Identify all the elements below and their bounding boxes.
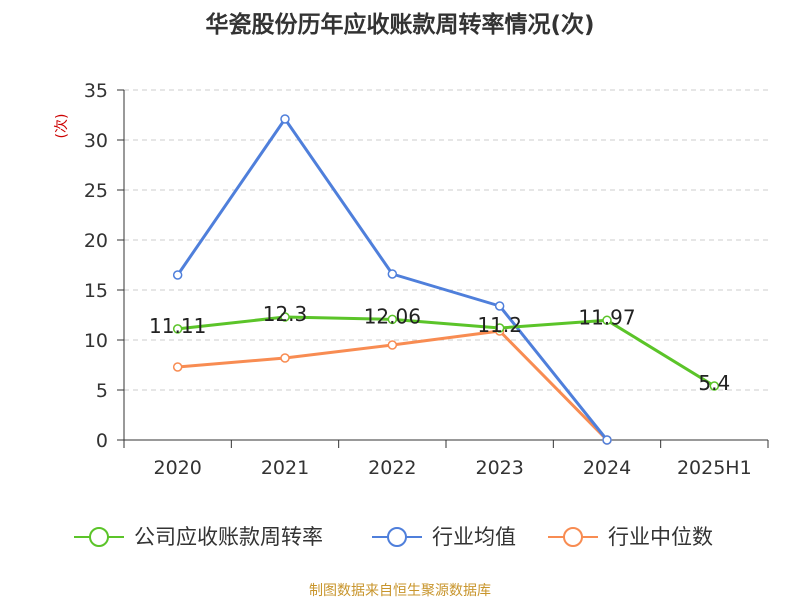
x-tick-label: 2025H1	[677, 457, 752, 479]
y-tick-label: 15	[84, 280, 108, 302]
data-point	[709, 381, 720, 391]
data-label: 12.06	[364, 304, 421, 328]
chart-title: 华瓷股份历年应收账款周转率情况(次)	[205, 11, 594, 38]
legend-marker	[89, 527, 109, 547]
legend-marker	[387, 527, 407, 547]
x-tick-label: 2024	[583, 457, 631, 479]
legend-marker	[563, 527, 583, 547]
y-tick-label: 20	[84, 230, 108, 252]
data-point	[172, 270, 183, 280]
x-tick-label: 2022	[368, 457, 416, 479]
data-point	[387, 314, 398, 325]
data-label: 5.4	[698, 371, 730, 395]
data-point	[280, 312, 290, 322]
data-point	[172, 362, 183, 372]
y-tick-label: 30	[84, 130, 108, 152]
data-label: 12.3	[263, 302, 308, 326]
data-point	[387, 340, 398, 350]
y-tick-label: 35	[84, 80, 108, 102]
data-label: 11.97	[578, 305, 635, 329]
data-point	[280, 353, 290, 363]
x-tick-label: 2023	[475, 457, 523, 479]
series-layer	[172, 114, 720, 445]
legend-label: 行业中位数	[608, 525, 713, 549]
data-point	[602, 315, 612, 326]
x-tick-label: 2021	[261, 457, 309, 479]
data-point	[387, 269, 398, 279]
series-line	[176, 117, 609, 441]
y-tick-label: 25	[84, 180, 108, 202]
x-tick-label: 2020	[153, 457, 201, 479]
source-note: 制图数据来自恒生聚源数据库	[309, 583, 491, 599]
data-point	[494, 301, 505, 311]
legend-label: 公司应收账款周转率	[134, 525, 323, 549]
legend: 公司应收账款周转率 行业均值 行业中位数	[74, 525, 713, 549]
data-label: 11.2	[477, 313, 522, 337]
grid-lines	[124, 89, 768, 391]
y-axis-label: (次)	[54, 114, 70, 139]
y-tick-label: 5	[96, 380, 108, 402]
y-tick-label: 0	[96, 430, 108, 452]
series-line	[177, 315, 716, 388]
data-label: 11.11	[149, 314, 206, 338]
legend-label: 行业均值	[432, 525, 516, 549]
axes: 0 5 10 15 20 25 30 35 2020 2021 2022 2023 2024 2025H1	[84, 80, 769, 479]
y-tick-label: 10	[84, 330, 108, 352]
data-point	[280, 114, 290, 124]
data-labels: 11.11 12.3 12.06 11.2 11.97 5.4	[149, 302, 730, 395]
data-point	[494, 323, 505, 333]
data-point	[172, 324, 183, 334]
data-point	[602, 435, 612, 445]
